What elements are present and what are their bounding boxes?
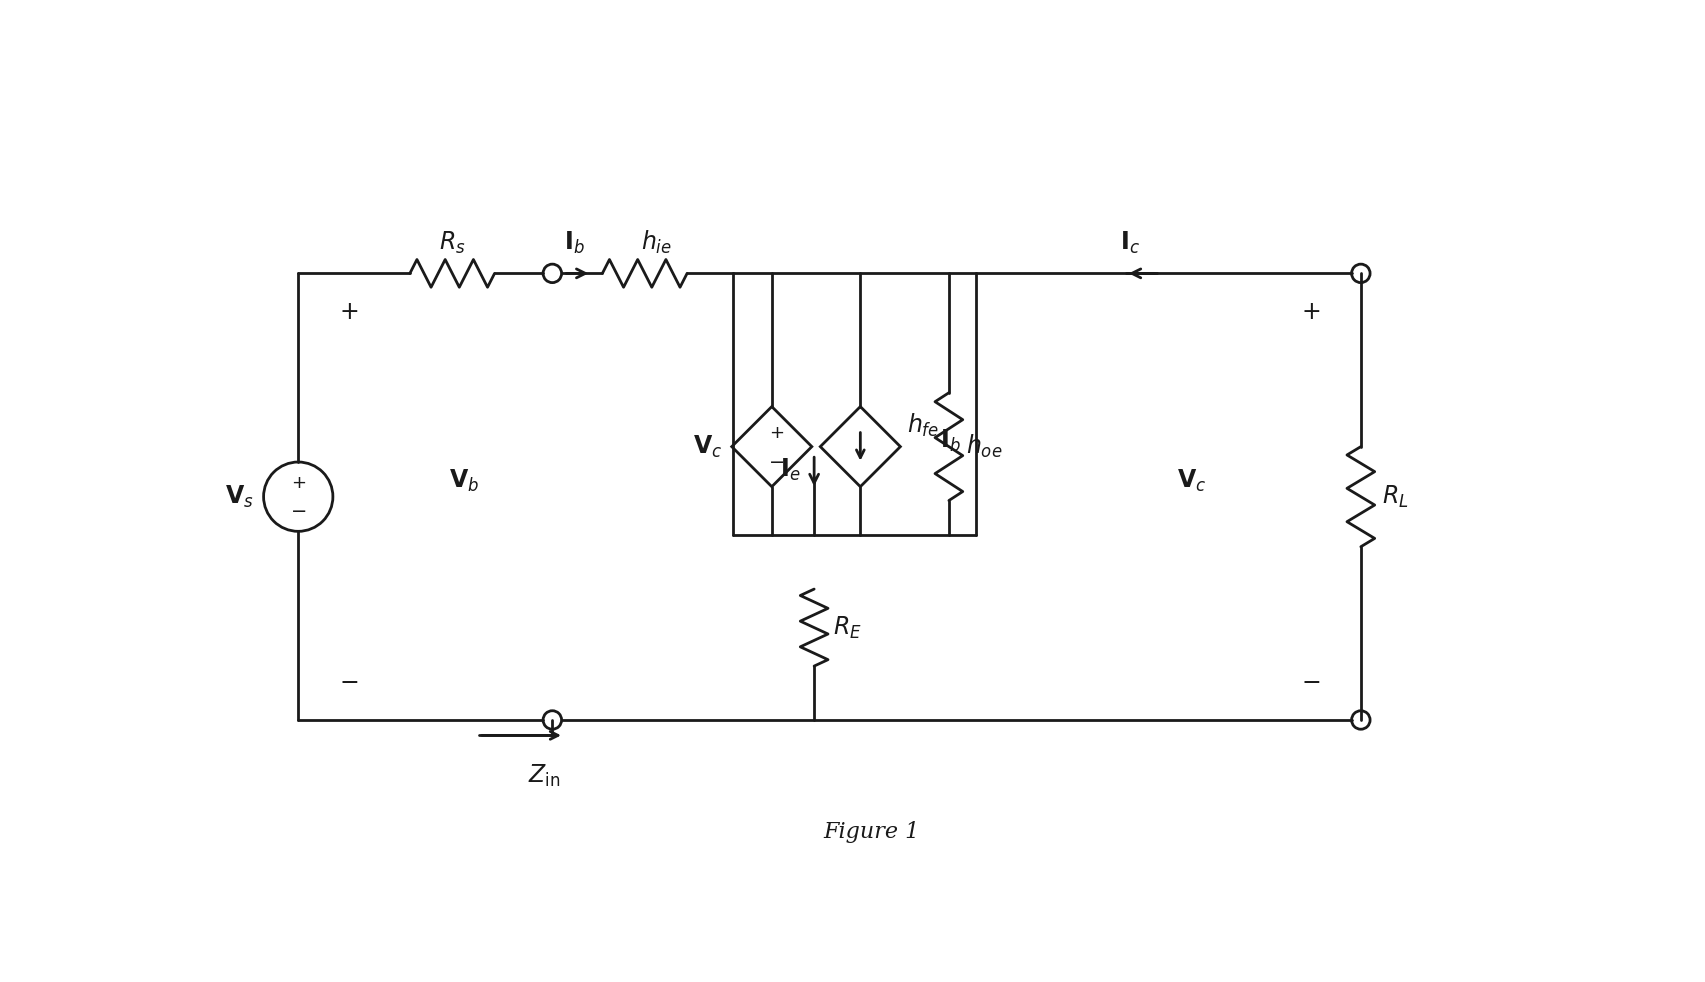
Text: $h_{oe}$: $h_{oe}$ [965,433,1003,461]
Text: Figure 1: Figure 1 [824,821,921,843]
Text: $-$: $-$ [769,451,784,470]
Text: $\mathbf{I}_c$: $\mathbf{I}_c$ [1120,230,1139,256]
Text: $+$: $+$ [1301,300,1320,324]
Circle shape [544,264,561,283]
Text: $\mathbf{V}_c$: $\mathbf{V}_c$ [1176,468,1205,494]
Text: $Z_{\rm in}$: $Z_{\rm in}$ [529,762,561,789]
Text: $\mathbf{I}_e$: $\mathbf{I}_e$ [779,457,800,483]
Circle shape [544,711,561,730]
Text: $R_E$: $R_E$ [834,615,863,640]
Text: $-$: $-$ [290,500,307,518]
Text: $h_{ie}$: $h_{ie}$ [641,229,672,256]
Text: $+$: $+$ [769,424,784,442]
Circle shape [1352,711,1371,730]
Circle shape [1352,264,1371,283]
Text: $R_L$: $R_L$ [1383,483,1408,510]
Text: $-$: $-$ [339,670,358,693]
Text: $R_s$: $R_s$ [438,230,465,256]
Text: $\mathbf{V}_c$: $\mathbf{V}_c$ [694,433,723,460]
Text: $-$: $-$ [1301,670,1320,693]
Text: $\mathbf{I}_b$: $\mathbf{I}_b$ [564,230,585,256]
Text: $+$: $+$ [339,300,358,324]
Text: $\mathbf{V}_b$: $\mathbf{V}_b$ [448,468,479,494]
Text: $\mathbf{I}_b$: $\mathbf{I}_b$ [941,427,962,454]
Text: $\mathbf{V}_s$: $\mathbf{V}_s$ [225,483,254,510]
Text: $h_{fe}$: $h_{fe}$ [907,411,939,439]
Text: $+$: $+$ [290,474,305,492]
